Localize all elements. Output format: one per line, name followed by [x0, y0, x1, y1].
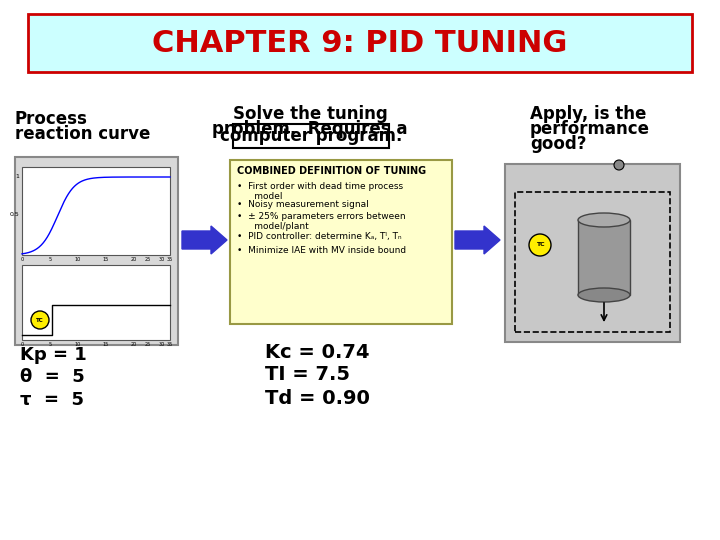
Text: CHAPTER 9: PID TUNING: CHAPTER 9: PID TUNING — [153, 29, 567, 57]
Text: 1: 1 — [15, 174, 19, 179]
Text: •  First order with dead time process
      model: • First order with dead time process mod… — [237, 182, 403, 201]
Text: Kp = 1: Kp = 1 — [20, 346, 86, 364]
Text: 10: 10 — [75, 257, 81, 262]
Text: TC: TC — [36, 318, 44, 322]
Ellipse shape — [578, 288, 630, 302]
FancyBboxPatch shape — [233, 124, 389, 148]
Text: problem.  Requires a: problem. Requires a — [212, 120, 408, 138]
Circle shape — [614, 160, 624, 170]
Text: computer program.: computer program. — [220, 127, 402, 145]
Text: 15: 15 — [103, 257, 109, 262]
Bar — [515, 192, 670, 332]
Text: 10: 10 — [75, 342, 81, 347]
Text: 20: 20 — [131, 257, 137, 262]
Text: Process: Process — [15, 110, 88, 128]
FancyArrow shape — [182, 226, 227, 254]
Text: 5: 5 — [48, 342, 52, 347]
Text: 30: 30 — [159, 257, 165, 262]
Text: COMBINED DEFINITION OF TUNING: COMBINED DEFINITION OF TUNING — [237, 166, 426, 176]
Text: Kc = 0.74: Kc = 0.74 — [265, 342, 369, 361]
Circle shape — [31, 311, 49, 329]
Text: performance: performance — [530, 120, 650, 138]
Text: 0: 0 — [20, 257, 24, 262]
Bar — [22, 167, 170, 255]
Circle shape — [529, 234, 551, 256]
Bar — [22, 265, 170, 340]
Ellipse shape — [578, 213, 630, 227]
Text: 35: 35 — [167, 342, 173, 347]
Text: Td = 0.90: Td = 0.90 — [265, 388, 370, 408]
Text: 15: 15 — [103, 342, 109, 347]
Text: •  ± 25% parameters errors between
      model/plant: • ± 25% parameters errors between model/… — [237, 212, 405, 232]
Text: •  PID controller: determine Kₐ, Tᴵ, Tₙ: • PID controller: determine Kₐ, Tᴵ, Tₙ — [237, 232, 402, 241]
Text: Apply, is the: Apply, is the — [530, 105, 647, 123]
Bar — [505, 164, 680, 342]
Text: 0: 0 — [20, 342, 24, 347]
Text: •  Noisy measurement signal: • Noisy measurement signal — [237, 200, 369, 209]
Text: good?: good? — [530, 135, 587, 153]
Text: 30: 30 — [159, 342, 165, 347]
FancyBboxPatch shape — [230, 160, 452, 324]
Text: TC: TC — [536, 242, 544, 247]
Text: •  Minimize IAE with MV inside bound: • Minimize IAE with MV inside bound — [237, 246, 406, 255]
FancyArrow shape — [455, 226, 500, 254]
FancyBboxPatch shape — [28, 14, 692, 72]
Text: θ  =  5: θ = 5 — [20, 368, 85, 386]
Text: 5: 5 — [48, 257, 52, 262]
Text: TI = 7.5: TI = 7.5 — [265, 366, 350, 384]
Text: reaction curve: reaction curve — [15, 125, 150, 143]
Text: Solve the tuning: Solve the tuning — [233, 105, 387, 123]
Text: 0.5: 0.5 — [9, 213, 19, 218]
Text: τ  =  5: τ = 5 — [20, 391, 84, 409]
Bar — [15, 157, 178, 345]
Bar — [578, 220, 630, 295]
Text: 35: 35 — [167, 257, 173, 262]
Text: 25: 25 — [145, 342, 151, 347]
Text: 25: 25 — [145, 257, 151, 262]
Text: 20: 20 — [131, 342, 137, 347]
